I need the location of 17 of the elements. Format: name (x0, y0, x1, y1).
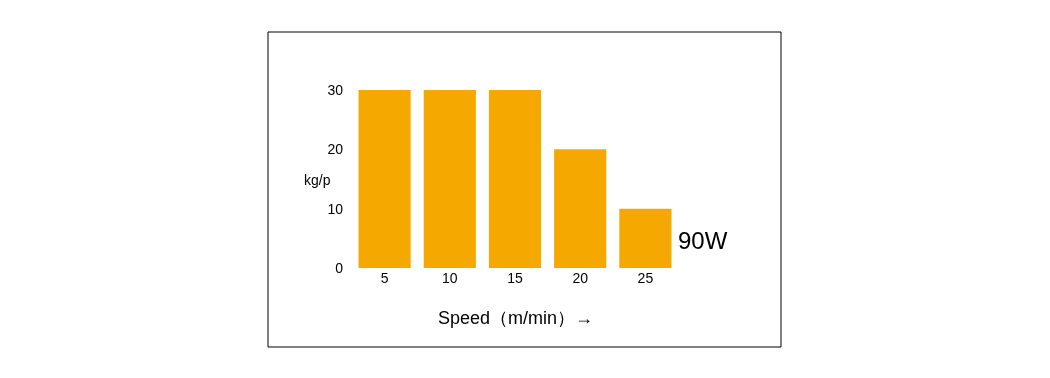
x-tick-label: 25 (637, 270, 654, 286)
bar (423, 90, 476, 268)
y-tick-label: 10 (327, 200, 344, 217)
bar (619, 208, 672, 268)
x-tick-label: 15 (507, 270, 523, 286)
y-tick-label: 30 (327, 81, 344, 98)
y-tick-label: 0 (335, 259, 344, 276)
x-tick-label: 10 (442, 270, 458, 286)
bar (358, 90, 411, 268)
bar (488, 90, 542, 268)
annotation: 90W (678, 227, 728, 254)
bar (554, 149, 607, 268)
y-tick-label: 20 (327, 141, 344, 158)
x-tick-label: 20 (572, 270, 589, 286)
x-tick-label: 5 (380, 270, 389, 286)
y-axis-title: kg/p (304, 172, 331, 188)
x-axis-title: Speed（m/min）→ (438, 308, 594, 328)
